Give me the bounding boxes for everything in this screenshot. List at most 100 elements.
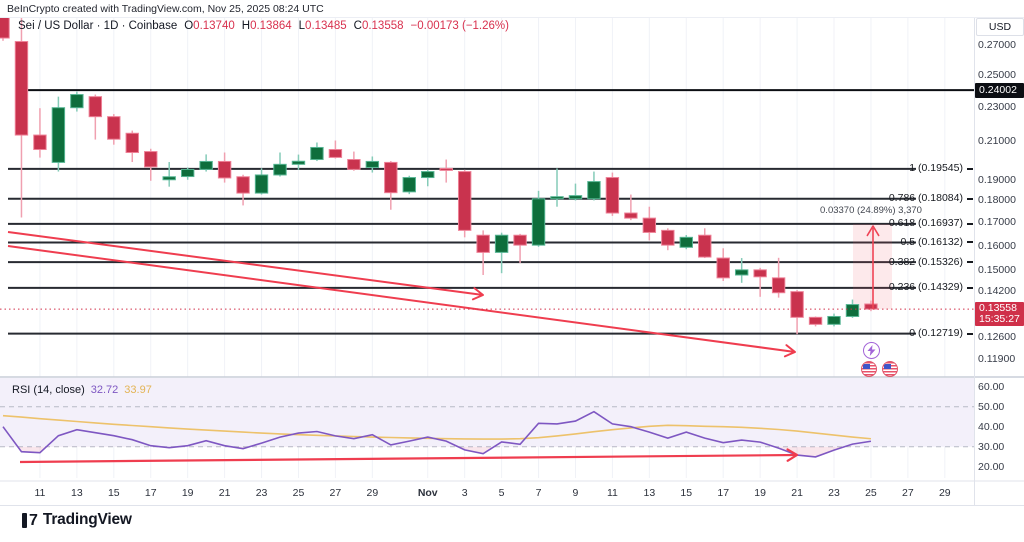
candle[interactable] [587,171,601,201]
candle[interactable] [421,169,435,187]
rsi-legend[interactable]: RSI (14, close) 32.72 33.97 [12,384,152,396]
candle[interactable] [605,172,620,216]
candle[interactable] [771,257,786,298]
low-value: 0.13485 [305,20,347,32]
candle-body [365,160,380,168]
candle[interactable] [827,313,841,327]
arrowhead [786,448,799,462]
candle[interactable] [365,156,380,173]
candle[interactable] [698,228,712,259]
candle[interactable] [254,168,269,195]
candle[interactable] [624,194,638,221]
candle[interactable] [494,232,509,274]
candle-body [88,96,103,118]
candle[interactable] [642,206,657,241]
candle[interactable] [125,130,139,163]
candle[interactable] [14,17,29,218]
rsi-line [2,410,872,458]
candle-body [70,94,84,109]
candle[interactable] [51,96,66,172]
us-flag-event-icon[interactable] [882,361,898,377]
lightning-event-icon[interactable] [863,342,880,359]
arrowhead [471,287,484,301]
candle[interactable] [328,140,343,159]
candle-body [753,269,767,278]
candle[interactable] [550,168,564,207]
candle[interactable] [0,10,10,41]
candle-body [180,168,195,178]
candle[interactable] [88,94,103,140]
candle[interactable] [217,152,232,183]
candle-body [494,234,509,253]
low-label: L [298,20,306,32]
candle[interactable] [864,300,878,312]
candle[interactable] [33,108,47,158]
tradingview-logo-text[interactable]: TradingView [42,511,132,528]
candle-body [125,132,139,154]
candle[interactable] [347,151,361,171]
candle[interactable] [273,152,287,177]
candle-body [107,116,121,140]
trendline[interactable] [7,245,796,353]
candle-body [14,41,29,136]
us-flag-event-icon[interactable] [861,361,877,377]
trendline[interactable] [7,231,484,296]
candle[interactable] [310,142,324,162]
bar-countdown: 15:35:27 [979,313,1020,325]
candle[interactable] [107,114,121,145]
candle[interactable] [808,316,823,327]
candle-body [457,171,472,231]
rsi-trendline[interactable] [19,453,798,464]
candle[interactable] [568,183,583,201]
candle[interactable] [734,258,749,283]
symbol-info-bar[interactable]: Sei / US Dollar · 1D · Coinbase O0.13740 H… [18,20,509,32]
candle-body [808,316,823,325]
candle[interactable] [513,233,527,264]
candle-body [476,234,490,253]
candle-body [790,291,804,318]
candle-body [716,257,730,279]
candle[interactable] [531,190,546,247]
rsi-value: 32.72 [90,384,119,396]
candle[interactable] [180,167,195,180]
candle[interactable] [70,91,84,112]
candle[interactable] [845,299,860,318]
candle[interactable] [716,248,730,281]
tradingview-logo-icon[interactable]: 7 [22,512,38,528]
candle[interactable] [384,161,398,210]
candle[interactable] [457,169,472,238]
candle-body [254,174,269,194]
candle[interactable] [291,154,306,170]
candle-body [624,212,638,219]
candle[interactable] [439,159,453,183]
candle[interactable] [162,162,176,187]
candle[interactable] [679,234,693,250]
candle[interactable] [144,148,158,181]
candle-body [550,196,564,200]
candle[interactable] [402,175,416,195]
candle-body [217,160,232,179]
candle-body [845,304,860,317]
candle-body [51,107,66,163]
interval-label[interactable]: 1D [103,20,119,32]
candle[interactable] [476,230,490,275]
open-label: O [184,20,194,32]
candle-body [531,198,546,246]
rsi-oversold-fill [3,446,871,457]
candle[interactable] [199,154,213,172]
candle-body [33,134,47,151]
candle[interactable] [236,174,250,206]
candle[interactable] [753,267,767,297]
candle[interactable] [790,290,804,335]
candle[interactable] [661,228,675,251]
arrowhead [783,344,796,358]
symbol-title[interactable]: Sei / US Dollar [18,20,94,32]
currency-tab[interactable]: USD [976,18,1024,36]
candle-body [384,161,398,194]
close-label: C [353,20,362,32]
rsi-pane[interactable] [0,378,974,478]
main-pane[interactable] [0,10,974,377]
candle-body [347,159,361,170]
